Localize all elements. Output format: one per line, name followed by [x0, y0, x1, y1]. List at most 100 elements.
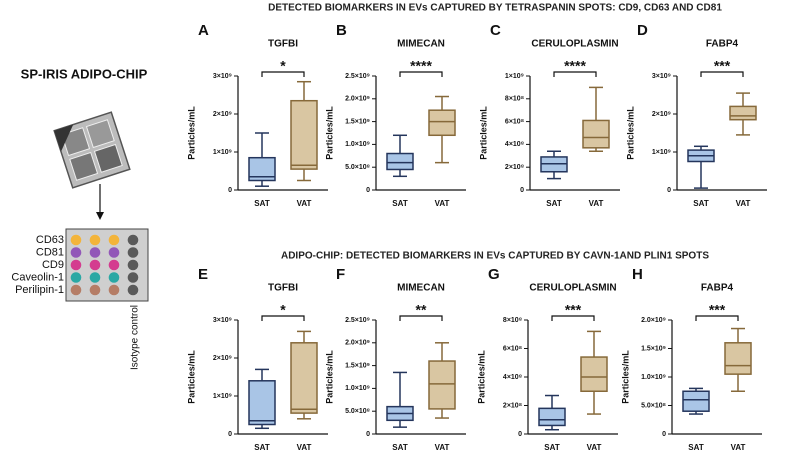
y-tick-label: 6×10⁸	[505, 118, 524, 125]
chart-title: CERULOPLASMIN	[531, 39, 618, 50]
chip-row-label: CD63	[36, 234, 64, 246]
y-tick-label: 0	[366, 431, 370, 438]
chip-spot	[127, 272, 139, 283]
y-axis-label: Particles/mL	[476, 350, 486, 404]
significance-bracket	[700, 71, 744, 77]
y-axis-label: Particles/mL	[186, 106, 196, 160]
chip-spot	[89, 234, 101, 246]
y-tick-label: 2.5×10⁹	[345, 73, 370, 80]
y-tick-label: 2.5×10⁹	[345, 317, 370, 324]
box	[290, 342, 318, 414]
x-tick-label: VAT	[435, 443, 450, 452]
significance-label: *	[280, 58, 286, 74]
significance-label: ****	[564, 58, 586, 74]
significance-bracket	[695, 315, 739, 321]
panel-letter: C	[490, 22, 501, 39]
y-tick-label: 0	[662, 431, 666, 438]
box	[682, 390, 710, 412]
significance-bracket	[399, 71, 443, 77]
box	[582, 119, 610, 149]
y-tick-label: 1×10⁹	[213, 149, 232, 156]
x-tick-label: SAT	[254, 443, 270, 452]
y-tick-label: 1×10⁹	[213, 393, 232, 400]
y-axis-label: Particles/mL	[324, 350, 334, 404]
y-tick-label: 1×10⁹	[652, 149, 671, 156]
box	[538, 407, 566, 427]
y-tick-label: 1.5×10⁹	[345, 362, 370, 369]
chip-spot	[70, 247, 82, 258]
significance-label: *	[280, 302, 286, 318]
y-tick-label: 2.0×10⁹	[345, 340, 370, 347]
box	[290, 99, 318, 170]
x-tick-label: VAT	[587, 443, 602, 452]
y-tick-label: 0	[366, 187, 370, 194]
panel-letter: B	[336, 22, 347, 39]
box	[248, 380, 276, 426]
chip-image	[53, 111, 131, 189]
y-tick-label: 3×10⁹	[213, 73, 232, 80]
chart-title: FABP4	[701, 283, 734, 294]
chip-spot	[70, 284, 82, 296]
box	[729, 105, 757, 121]
chip-spot	[108, 284, 120, 296]
chart-title: CERULOPLASMIN	[529, 283, 616, 294]
chip-spot	[70, 259, 82, 271]
box	[428, 109, 456, 137]
y-tick-label: 1×10⁹	[505, 73, 524, 80]
x-tick-label: SAT	[544, 443, 560, 452]
y-tick-label: 4×10⁸	[503, 374, 522, 381]
y-tick-label: 0	[667, 187, 671, 194]
chip-spot	[108, 272, 120, 283]
chart-title: MIMECAN	[397, 39, 445, 50]
x-tick-label: SAT	[546, 199, 562, 208]
significance-bracket	[261, 315, 305, 321]
chip-spot	[127, 284, 139, 296]
chip-spot	[108, 247, 120, 258]
significance-bracket	[553, 71, 597, 77]
chip-spot	[127, 234, 139, 246]
significance-bracket	[551, 315, 595, 321]
chart-title: TGFBI	[268, 283, 298, 294]
significance-label: ***	[709, 302, 726, 318]
x-tick-label: SAT	[392, 443, 408, 452]
chip-spot	[70, 234, 82, 246]
y-tick-label: 2×10⁸	[503, 402, 522, 409]
x-tick-label: SAT	[688, 443, 704, 452]
significance-label: ***	[714, 58, 731, 74]
y-axis-label: Particles/mL	[186, 350, 196, 404]
x-tick-label: VAT	[736, 199, 751, 208]
y-tick-label: 3×10⁹	[213, 317, 232, 324]
y-tick-label: 2×10⁹	[652, 111, 671, 118]
chip-spot	[89, 259, 101, 271]
x-tick-label: VAT	[297, 199, 312, 208]
box	[724, 342, 752, 375]
chart-title: MIMECAN	[397, 283, 445, 294]
x-tick-label: SAT	[392, 199, 408, 208]
y-axis-label: Particles/mL	[324, 106, 334, 160]
y-tick-label: 8×10⁸	[505, 96, 524, 103]
significance-label: **	[416, 302, 427, 318]
panel-letter: F	[336, 266, 345, 283]
y-tick-label: 2×10⁹	[213, 111, 232, 118]
y-tick-label: 2.0×10⁹	[345, 96, 370, 103]
chip-spot	[108, 259, 120, 271]
y-axis-label: Particles/mL	[620, 350, 630, 404]
significance-label: ****	[410, 58, 432, 74]
y-tick-label: 5.0×10⁸	[345, 408, 370, 415]
panel-letter: D	[637, 22, 648, 39]
section-title: DETECTED BIOMARKERS IN EVs CAPTURED BY T…	[268, 3, 722, 14]
significance-bracket	[399, 315, 443, 321]
y-tick-label: 1.0×10⁹	[641, 374, 666, 381]
chip-spot	[89, 272, 101, 283]
x-tick-label: VAT	[731, 443, 746, 452]
chip-spot	[127, 259, 139, 271]
chip-spot	[70, 272, 82, 283]
y-tick-label: 8×10⁸	[503, 317, 522, 324]
y-tick-label: 2.0×10⁹	[641, 317, 666, 324]
y-tick-label: 5.0×10⁸	[345, 164, 370, 171]
chart-title: TGFBI	[268, 39, 298, 50]
y-tick-label: 3×10⁹	[652, 73, 671, 80]
y-tick-label: 4×10⁸	[505, 141, 524, 148]
arrowhead	[96, 212, 104, 220]
x-tick-label: VAT	[589, 199, 604, 208]
